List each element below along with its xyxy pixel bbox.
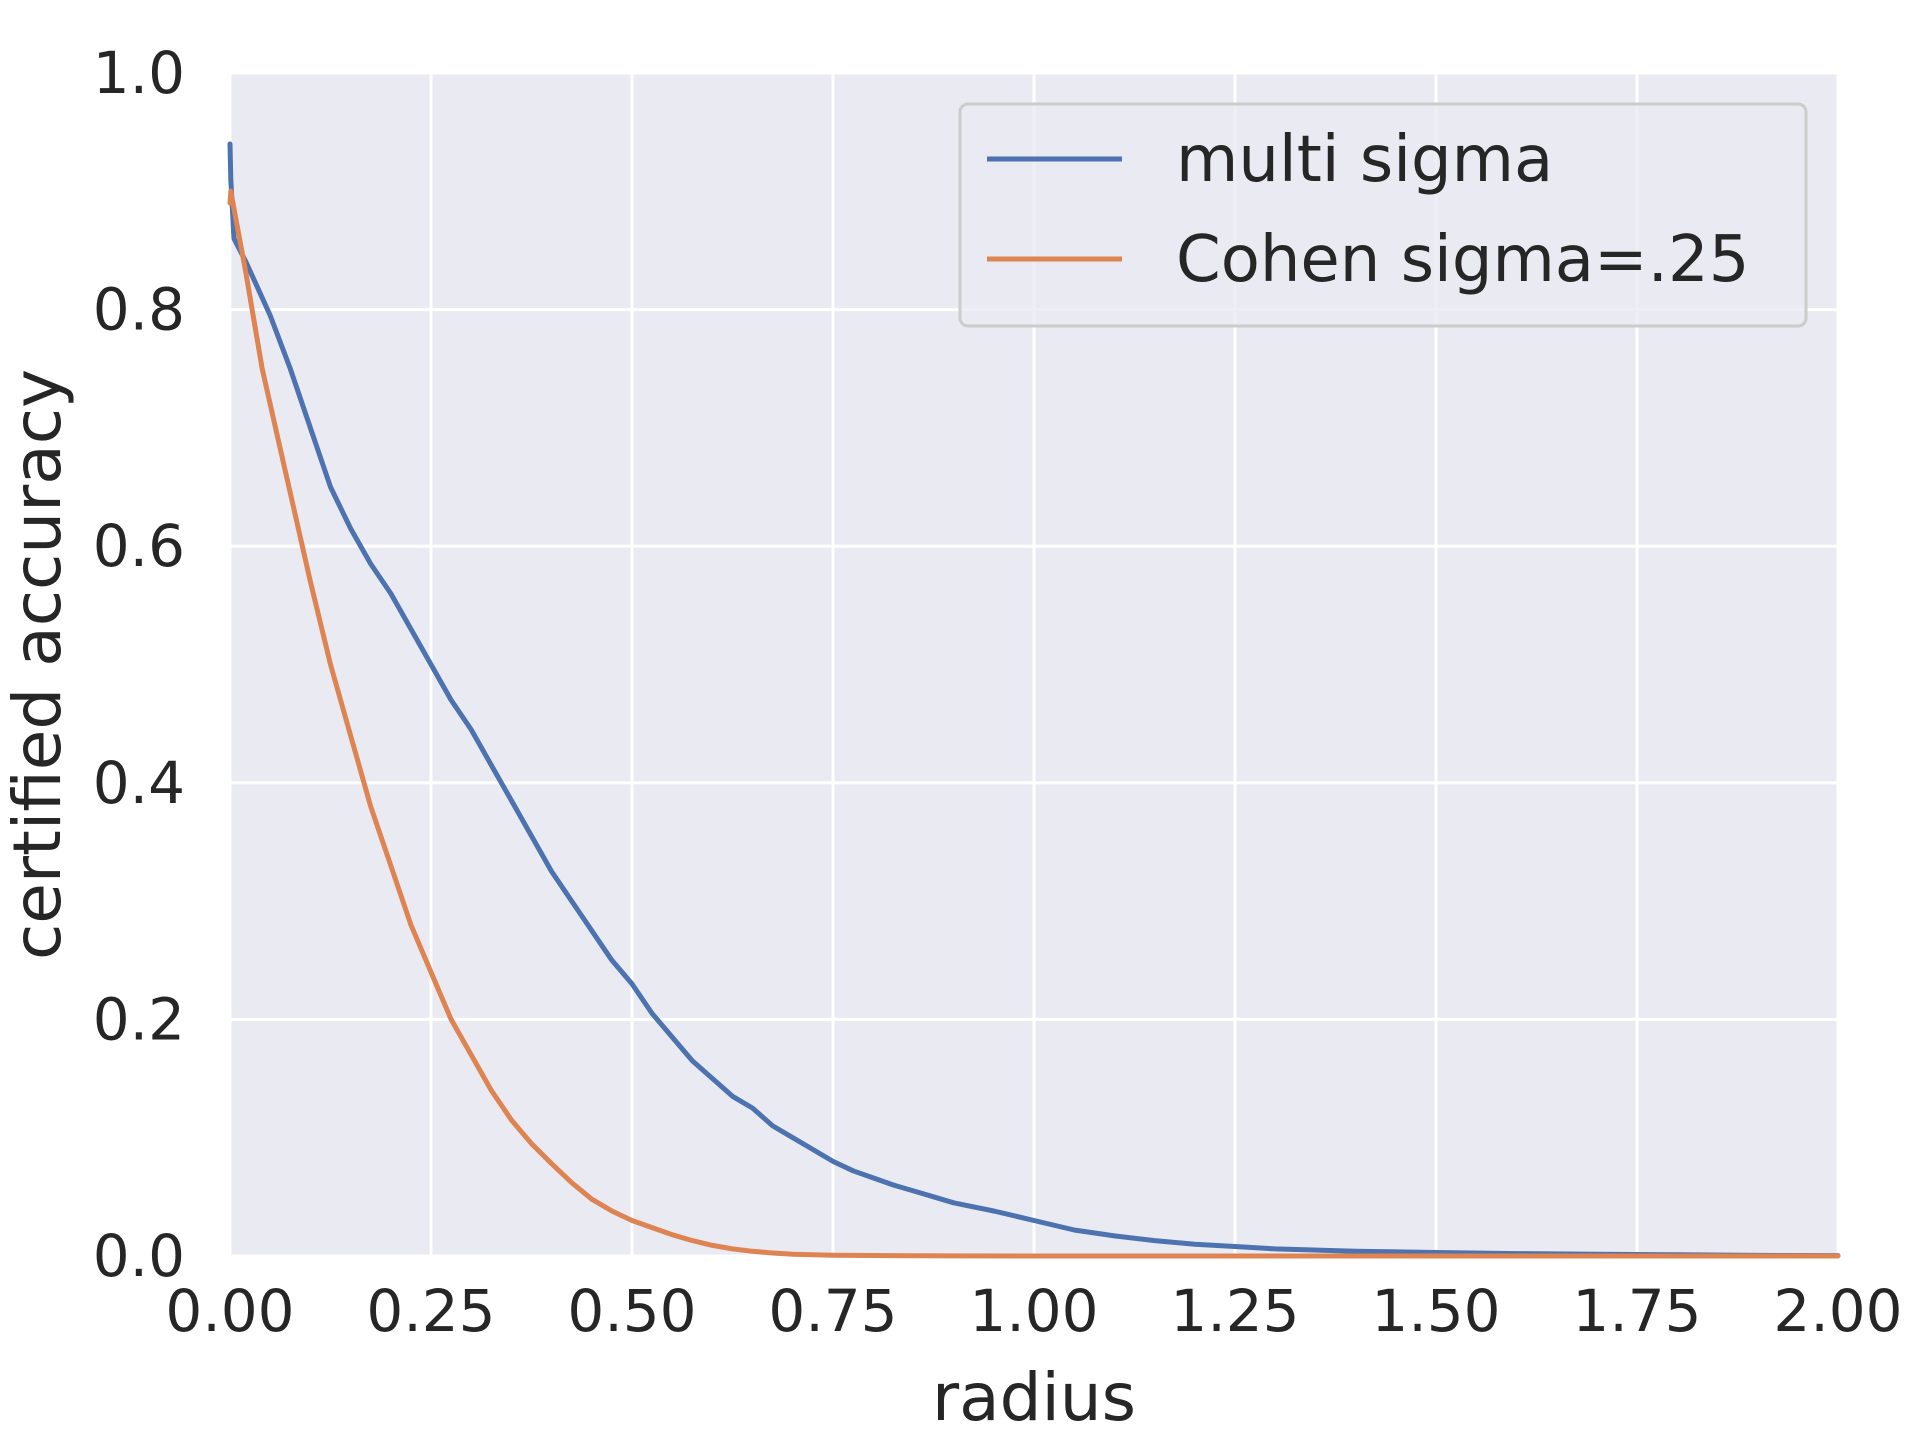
series-line-multi-sigma <box>227 141 1841 1259</box>
x-axis-label: radius <box>932 1359 1136 1436</box>
legend-label-multi-sigma: multi sigma <box>1176 123 1553 197</box>
x-tick-label: 2.00 <box>1773 1277 1902 1345</box>
x-tick-label: 0.00 <box>165 1277 294 1345</box>
data-series <box>227 141 1841 1259</box>
y-tick-label: 0.2 <box>93 985 185 1053</box>
x-tick-label: 1.50 <box>1371 1277 1500 1345</box>
tick-labels: 0.00 0.25 0.50 0.75 1.00 1.25 1.50 1.75 2.00 0.0 0… <box>93 39 1903 1345</box>
legend-label-cohen-sigma: Cohen sigma=.25 <box>1176 223 1749 297</box>
y-axis-label: certified accuracy <box>0 369 76 960</box>
x-tick-label: 1.25 <box>1170 1277 1299 1345</box>
x-tick-label: 0.75 <box>768 1277 897 1345</box>
x-tick-label: 1.00 <box>969 1277 1098 1345</box>
y-tick-label: 0.4 <box>93 749 185 817</box>
legend: multi sigma Cohen sigma=.25 <box>958 102 1808 328</box>
series-line-cohen-sigma <box>227 188 1841 1259</box>
x-tick-label: 0.25 <box>366 1277 495 1345</box>
y-tick-label: 0.6 <box>93 512 185 580</box>
y-tick-label: 1.0 <box>93 39 185 107</box>
x-tick-label: 0.50 <box>567 1277 696 1345</box>
y-tick-label: 0.0 <box>93 1222 185 1290</box>
y-tick-label: 0.8 <box>93 276 185 344</box>
legend-box <box>958 102 1808 328</box>
x-tick-label: 1.75 <box>1572 1277 1701 1345</box>
